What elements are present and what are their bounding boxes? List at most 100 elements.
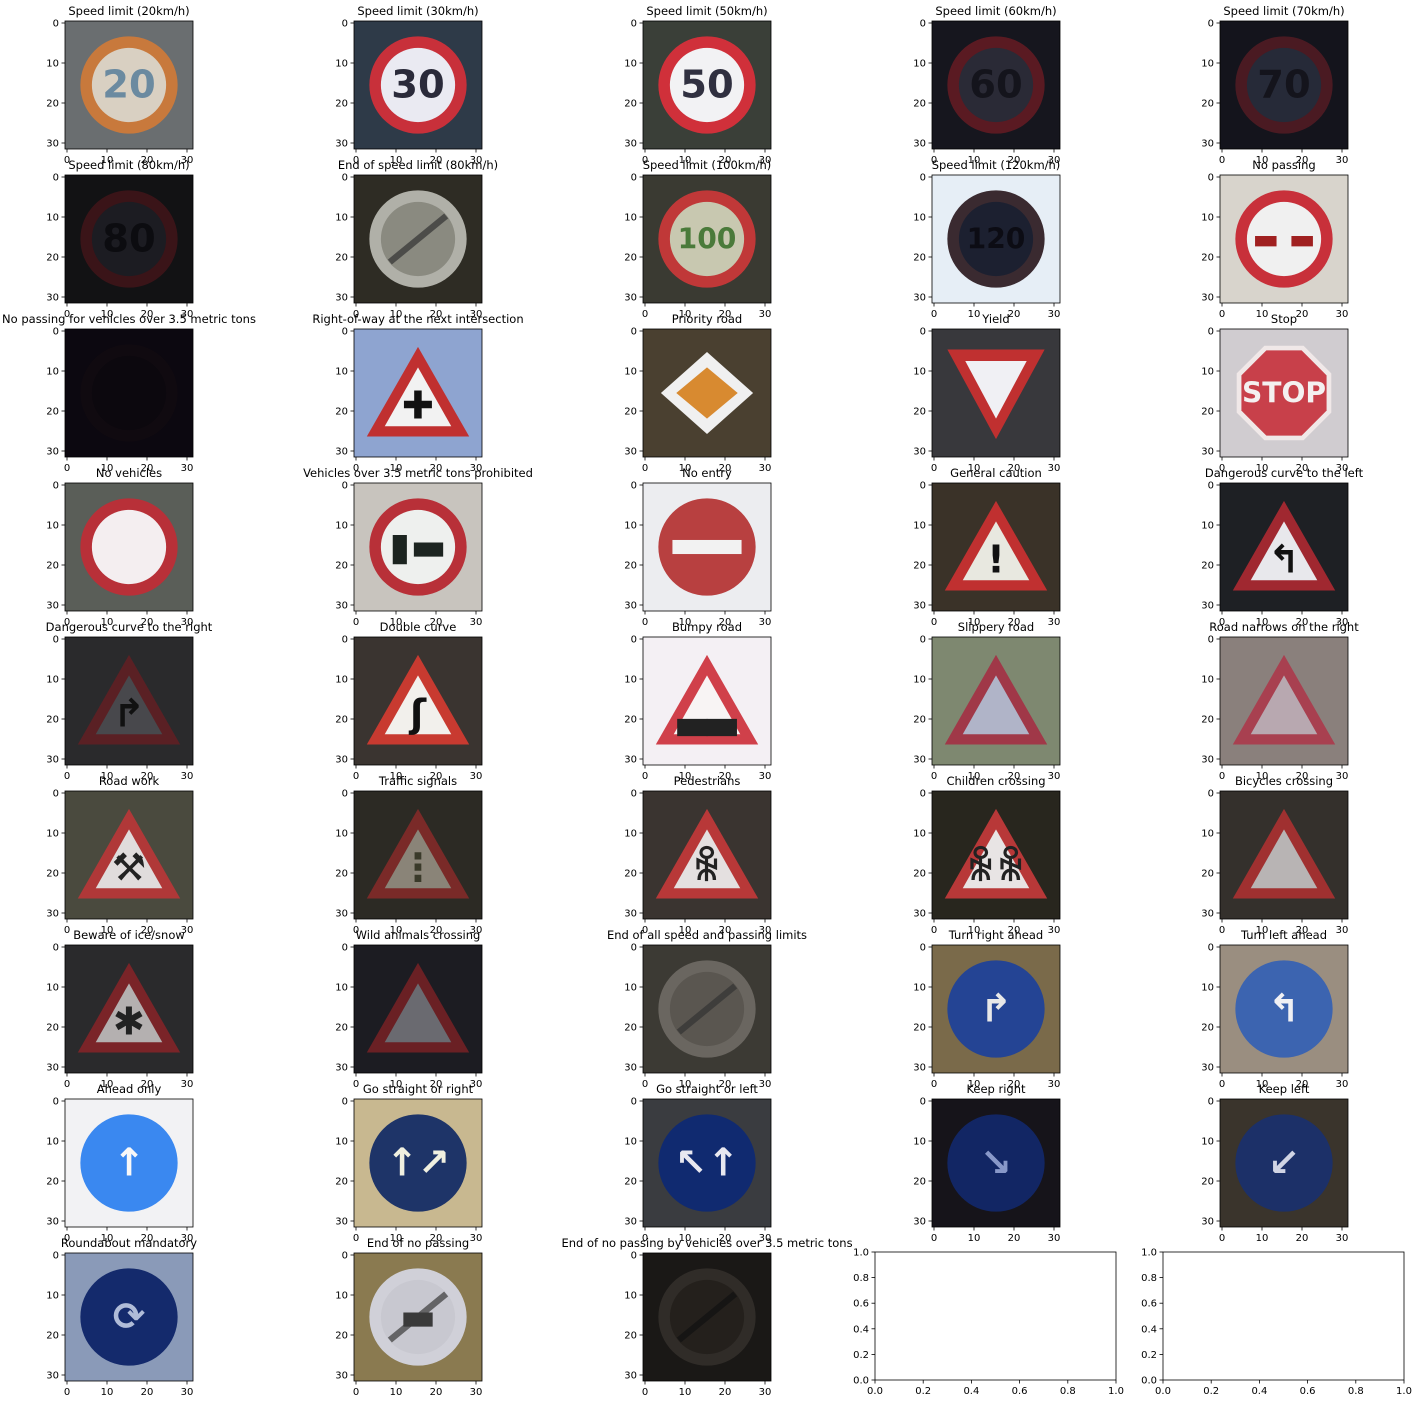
- x-tick-label: 10: [101, 1387, 114, 1398]
- y-tick-label: 0.6: [853, 1299, 869, 1310]
- y-tick-label: 0: [920, 1097, 926, 1108]
- sign-face: [947, 1114, 1045, 1212]
- panel-title: Dangerous curve to the left: [1205, 466, 1364, 480]
- x-tick-label: 10: [101, 617, 114, 628]
- image-panel: ↱ 0 10 20 30 0 10 20 30 Turn right ahead: [913, 928, 1061, 1090]
- axes-frame: [353, 1098, 483, 1228]
- sign-face: [962, 675, 1030, 735]
- sign-face: [384, 983, 452, 1043]
- sign-face: [380, 47, 456, 123]
- y-tick-label: 10: [46, 1137, 59, 1148]
- y-tick-label: 30: [624, 139, 637, 150]
- axes-frame: [64, 328, 194, 458]
- x-tick-label: 10: [679, 309, 692, 320]
- panel-title: Road narrows on the right: [1209, 620, 1359, 634]
- x-tick-label: 30: [1336, 925, 1349, 936]
- axes-frame: [642, 1098, 772, 1228]
- image-panel: 30 0 10 20 30 0 10 20 30 Speed limit (30km/h): [335, 4, 483, 166]
- y-tick-label: 20: [1201, 1177, 1214, 1188]
- sign-image: 60: [932, 21, 1060, 149]
- x-tick-label: 10: [390, 309, 403, 320]
- panel-title: Go straight or left: [656, 1082, 758, 1096]
- axes-frame: [353, 20, 483, 150]
- x-tick-label: 20: [1008, 617, 1021, 628]
- x-tick-label: 0: [931, 155, 937, 166]
- axes-frame: [64, 636, 194, 766]
- sign-image: ↱: [932, 945, 1060, 1073]
- sign-face: [95, 983, 163, 1043]
- sign-image: 70: [1220, 21, 1348, 149]
- x-tick-label: 30: [1048, 771, 1061, 782]
- sign-face: [958, 47, 1034, 123]
- x-tick-label: 10: [101, 925, 114, 936]
- y-tick-label: 10: [335, 983, 348, 994]
- y-tick-label: 0: [920, 173, 926, 184]
- y-tick-label: 0: [1208, 173, 1214, 184]
- y-tick-label: 10: [624, 983, 637, 994]
- panel-title: Beware of ice/snow: [73, 928, 185, 942]
- x-tick-label: 0: [931, 309, 937, 320]
- y-tick-label: 20: [624, 1177, 637, 1188]
- image-panel: ! 0 10 20 30 0 10 20 30 General caution: [913, 466, 1061, 628]
- x-tick-label: 0: [1219, 617, 1225, 628]
- axes-frame: [931, 482, 1061, 612]
- y-tick-label: 0.4: [853, 1324, 869, 1335]
- axes-frame: [64, 20, 194, 150]
- y-tick-label: 10: [335, 829, 348, 840]
- sign-symbol: 30: [391, 63, 444, 108]
- x-tick-label: 0: [64, 309, 70, 320]
- sign-symbol: ⚒: [112, 845, 146, 890]
- y-tick-label: 0.8: [853, 1273, 869, 1284]
- x-tick-label: 10: [1256, 771, 1269, 782]
- y-tick-label: 30: [624, 1217, 637, 1228]
- x-tick-label: 10: [390, 155, 403, 166]
- sign-strike: [676, 1291, 738, 1343]
- image-panel: 0 10 20 30 0 10 20 30 No vehicles: [46, 466, 194, 628]
- y-tick-label: 10: [913, 983, 926, 994]
- y-tick-label: 10: [624, 675, 637, 686]
- axes-frame: [931, 944, 1061, 1074]
- x-tick-label: 20: [719, 925, 732, 936]
- sign-symbol: ⋮: [399, 845, 437, 890]
- y-tick-label: 10: [1201, 59, 1214, 70]
- x-tick-label: 10: [968, 1233, 981, 1244]
- x-tick-label: 10: [101, 1233, 114, 1244]
- x-tick-label: 0: [1219, 925, 1225, 936]
- y-tick-label: 0: [631, 1251, 637, 1262]
- axes-frame: [353, 944, 483, 1074]
- x-tick-label: 20: [430, 1079, 443, 1090]
- y-tick-label: 20: [46, 561, 59, 572]
- x-tick-label: 30: [759, 617, 772, 628]
- sign-symbol: ↱: [113, 691, 145, 736]
- axes-frame: [1219, 944, 1349, 1074]
- x-tick-label: 1.0: [1108, 1386, 1124, 1397]
- y-tick-label: 0: [631, 327, 637, 338]
- y-tick-label: 0: [342, 943, 348, 954]
- x-tick-label: 10: [679, 925, 692, 936]
- panel-title: Bicycles crossing: [1235, 774, 1333, 788]
- y-tick-label: 10: [335, 367, 348, 378]
- sign-symbol: ↰: [1268, 537, 1300, 582]
- x-tick-label: 20: [1296, 1079, 1309, 1090]
- y-tick-label: 0: [53, 19, 59, 30]
- y-tick-label: 10: [335, 521, 348, 532]
- x-tick-label: 10: [968, 925, 981, 936]
- sign-symbol: ↱: [980, 987, 1012, 1032]
- x-tick-label: 20: [1008, 1079, 1021, 1090]
- y-tick-label: 20: [335, 561, 348, 572]
- x-tick-label: 0: [64, 1387, 70, 1398]
- x-tick-label: 0: [931, 617, 937, 628]
- sign-symbol: ▬: [400, 1295, 436, 1340]
- sign-symbol: 60: [969, 63, 1022, 108]
- panel-title: End of speed limit (80km/h): [338, 158, 498, 172]
- sign-image: 80: [65, 175, 193, 303]
- y-tick-label: 30: [624, 1063, 637, 1074]
